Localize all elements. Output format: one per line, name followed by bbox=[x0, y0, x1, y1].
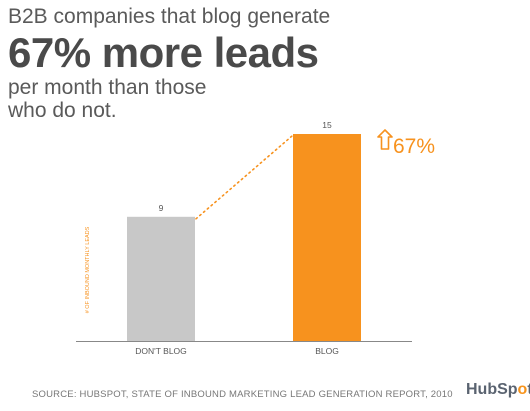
headline-line-3: per month than those bbox=[8, 76, 207, 99]
logo-text-start: HubSp bbox=[466, 381, 518, 398]
x-tick-label: DON'T BLOG bbox=[135, 346, 187, 356]
growth-annotation: 67% bbox=[377, 129, 435, 158]
hubspot-logo: HubSpot bbox=[466, 381, 530, 399]
bar-value-label: 9 bbox=[159, 203, 164, 213]
bar-0 bbox=[127, 216, 195, 341]
bar-1 bbox=[293, 134, 361, 341]
x-tick-label: BLOG bbox=[315, 346, 339, 356]
dotted-connector-line bbox=[195, 135, 293, 220]
headline-main: 67% more leads bbox=[8, 29, 319, 76]
source-note: SOURCE: HUBSPOT, STATE OF INBOUND MARKET… bbox=[32, 389, 453, 400]
headline: B2B companies that blog generate 67% mor… bbox=[8, 4, 330, 122]
y-axis-label: # OF INBOUND MONTHLY LEADS bbox=[85, 226, 91, 313]
headline-line-1: B2B companies that blog generate bbox=[8, 5, 331, 28]
sprocket-icon: o bbox=[517, 381, 528, 398]
growth-percentage: 67% bbox=[393, 135, 435, 158]
logo-text-end: t bbox=[527, 381, 530, 398]
headline-line-4: who do not. bbox=[8, 99, 117, 122]
up-arrow-outline-icon bbox=[377, 129, 393, 150]
bar-value-label: 15 bbox=[322, 120, 332, 130]
